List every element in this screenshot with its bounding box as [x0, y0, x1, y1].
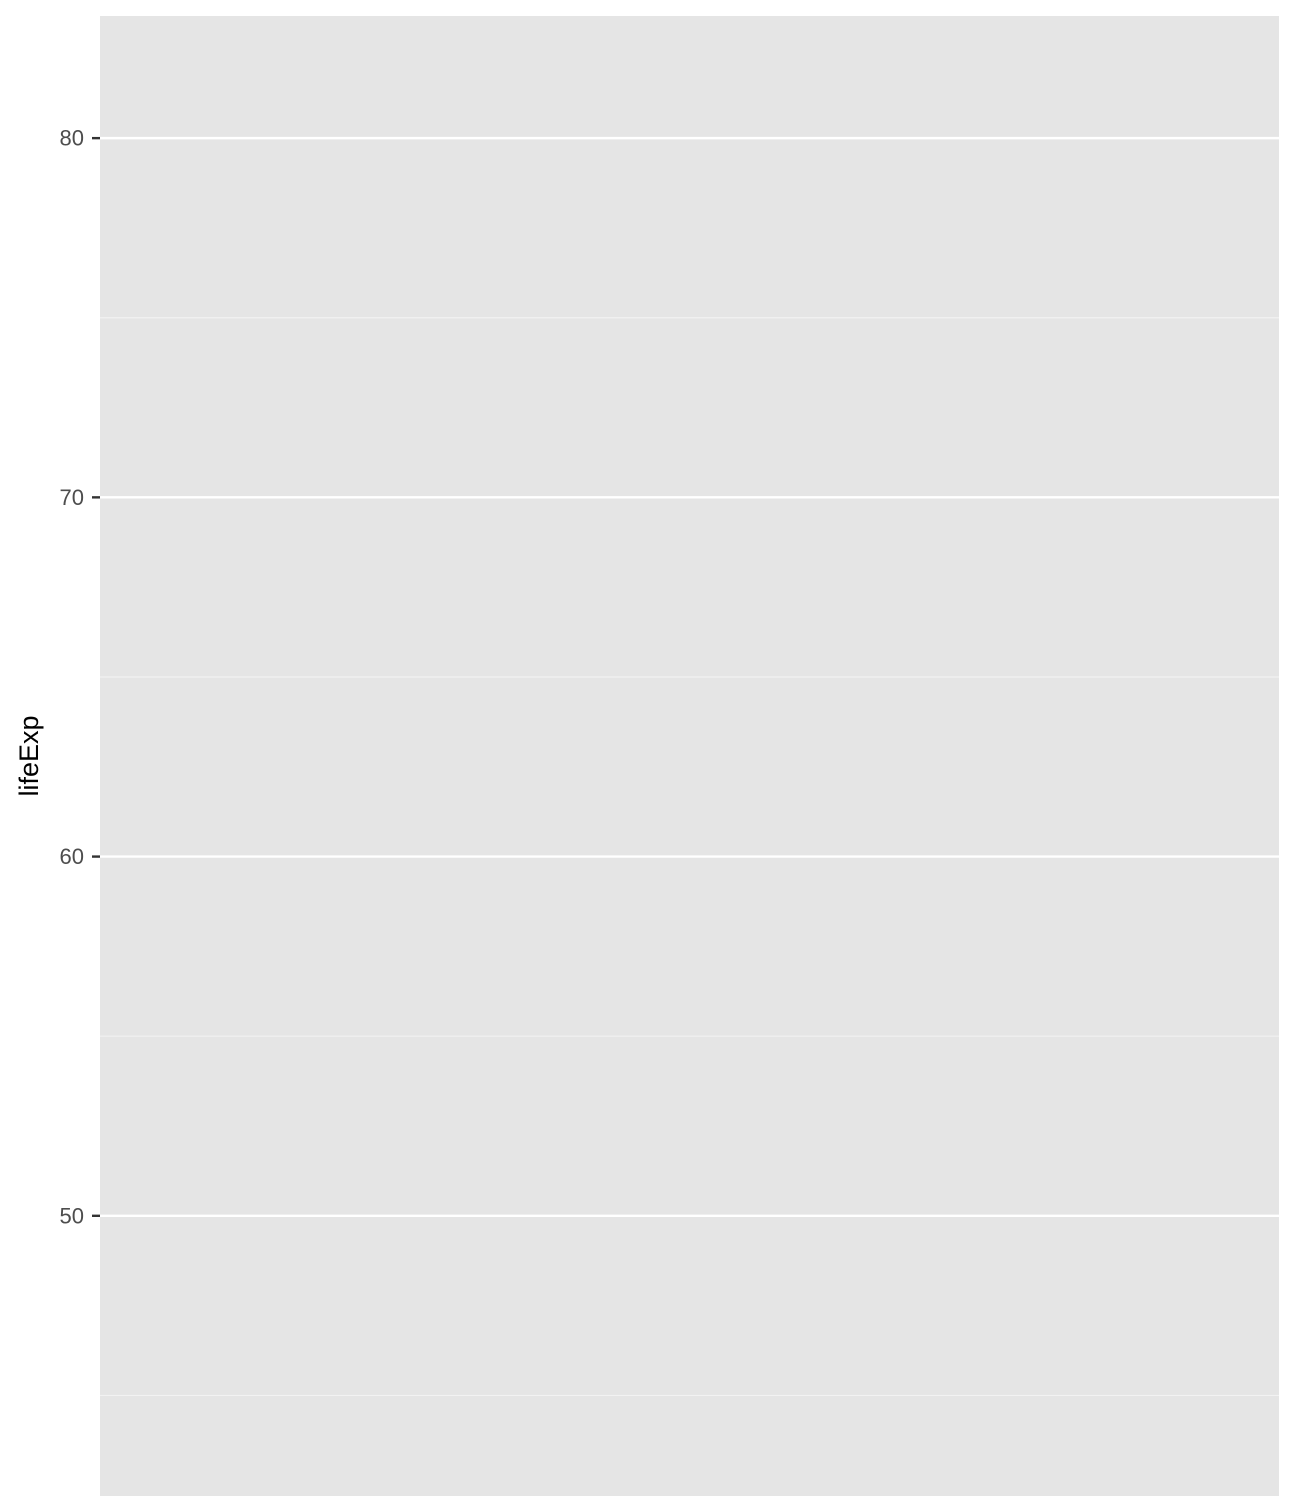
y-axis-ticks: [92, 136, 100, 1218]
y-tick-label: 60: [60, 844, 84, 869]
y-axis-tick-labels: 50 60 70 80: [60, 126, 84, 1229]
y-tick-label: 80: [60, 126, 84, 151]
y-axis-title: lifeExp: [14, 715, 44, 796]
y-tick-label: 50: [60, 1203, 84, 1228]
y-tick-label: 70: [60, 485, 84, 510]
plot-panel: [100, 16, 1279, 1496]
minor-gridlines: [100, 317, 1279, 1397]
major-gridlines: [100, 136, 1279, 1218]
